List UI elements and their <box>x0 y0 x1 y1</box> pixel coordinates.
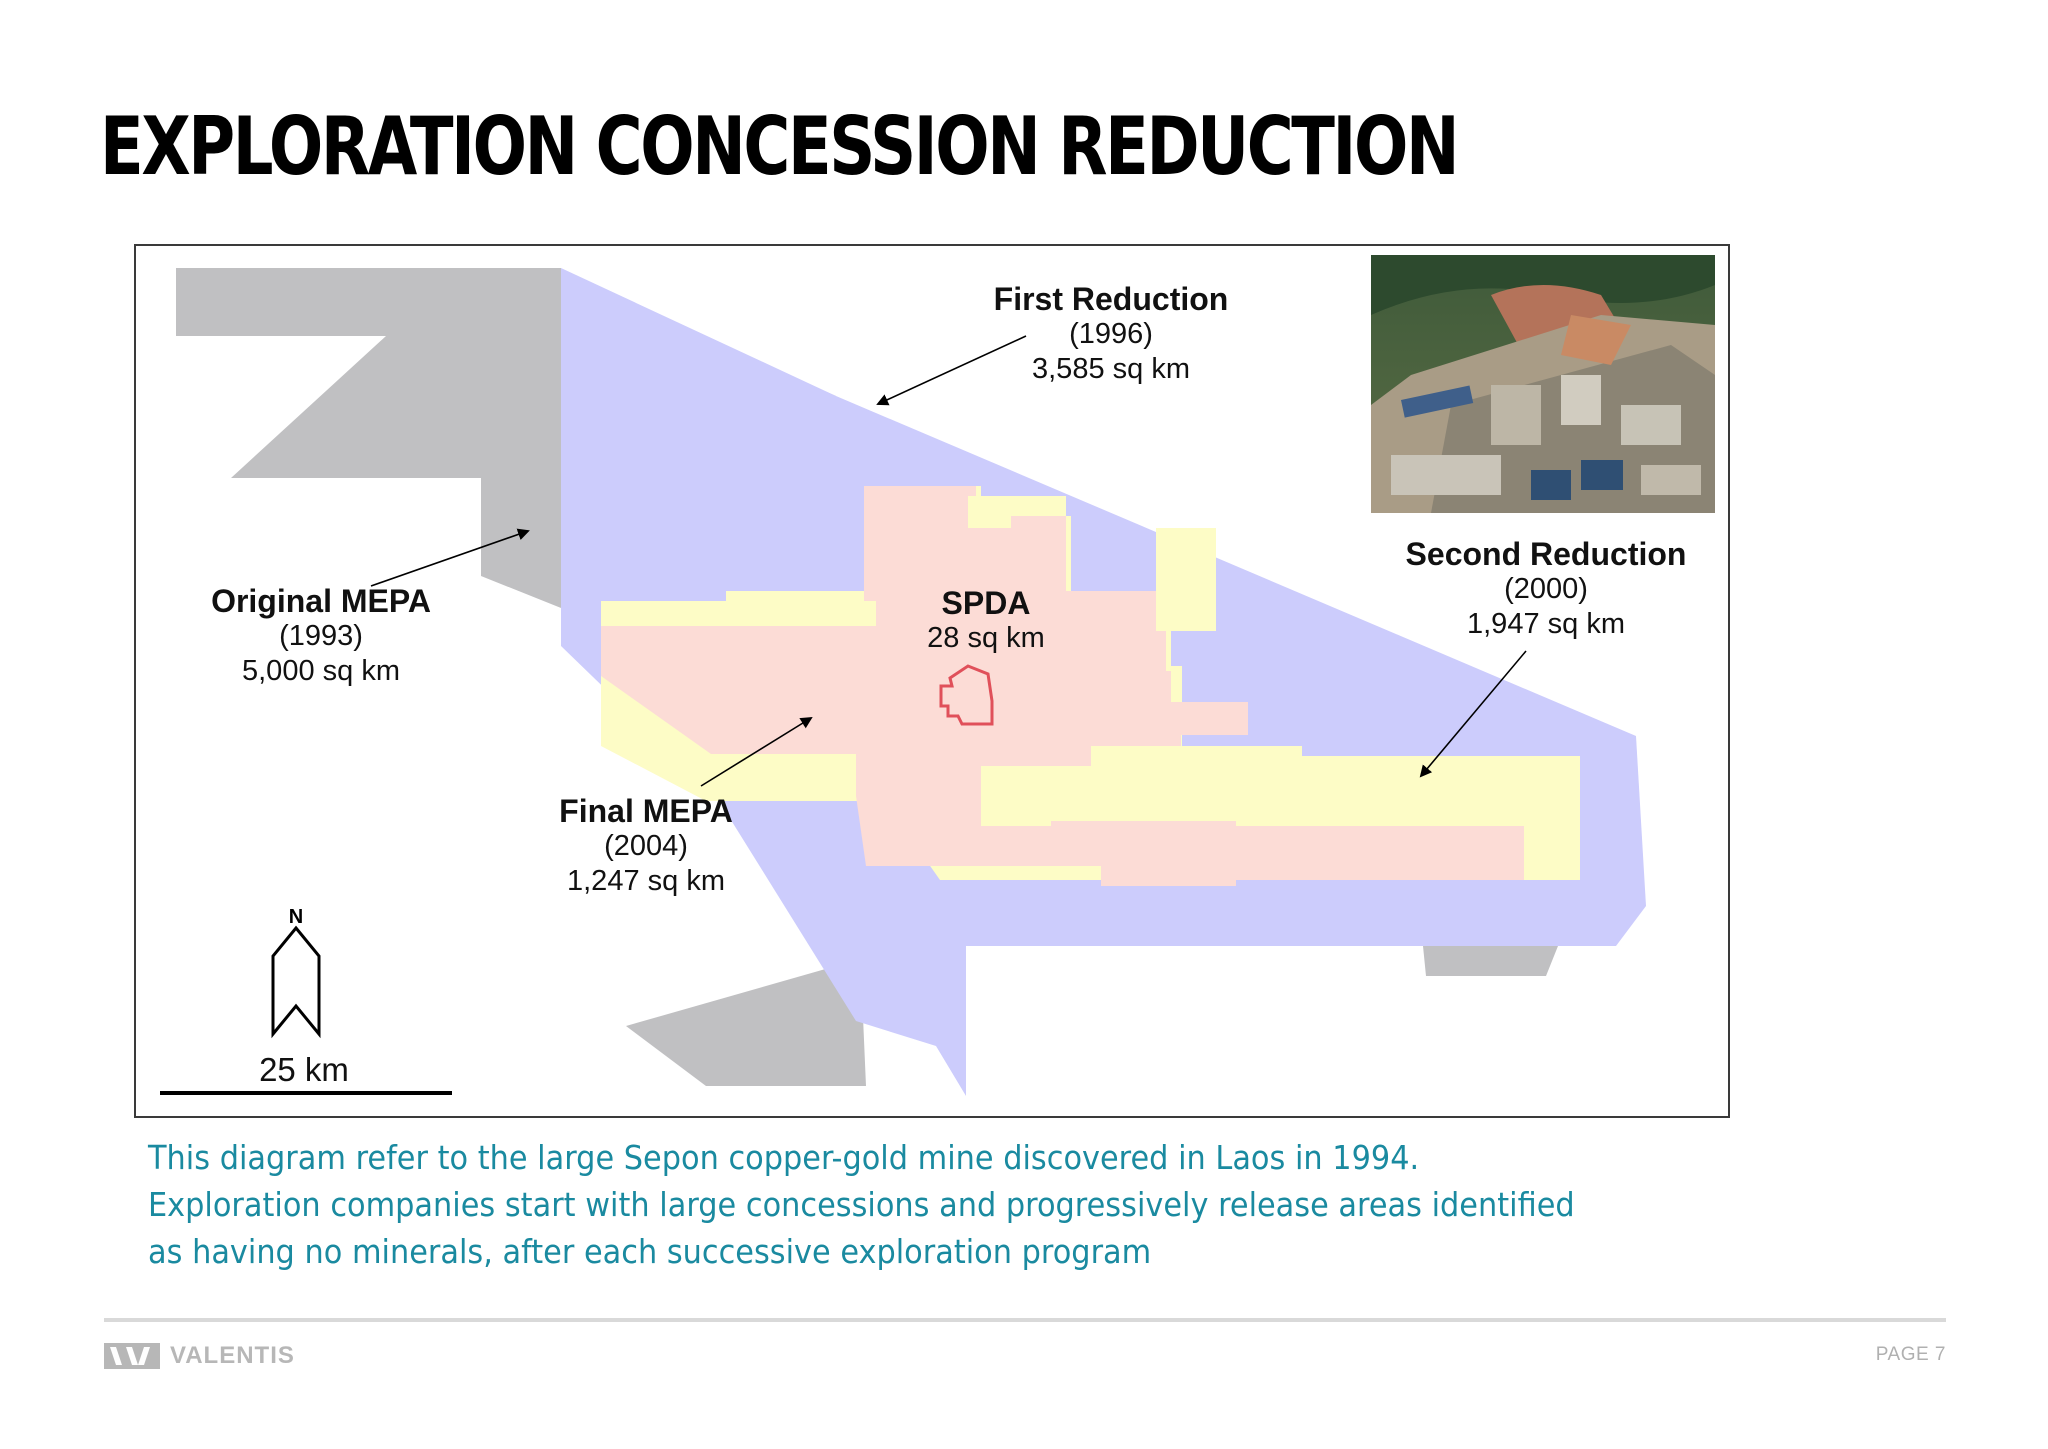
first-reduction-label: First Reduction (1996) 3,585 sq km <box>986 282 1236 387</box>
spda-outline <box>939 664 994 726</box>
first-reduction-year: (1996) <box>1069 318 1153 350</box>
first-reduction-arrow <box>876 335 1027 406</box>
second-reduction-arrow <box>1419 650 1527 778</box>
final-mepa-area-b <box>1186 826 1524 880</box>
valentis-logo-icon <box>104 1343 160 1369</box>
second-reduction-year: (2000) <box>1504 573 1588 605</box>
page-title: EXPLORATION CONCESSION REDUCTION <box>100 100 1460 193</box>
north-arrow-icon <box>271 925 321 1039</box>
map-drawing: N 25 km <box>160 268 1646 1096</box>
page-number: PAGE 7 <box>1875 1344 1946 1365</box>
second-reduction-patch <box>1156 528 1216 631</box>
first-reduction-title: First Reduction <box>993 281 1229 317</box>
final-mepa-area <box>601 486 1248 886</box>
original-mepa-label: Original MEPA (1993) 5,000 sq km <box>171 584 471 689</box>
concession-map: N 25 km <box>134 244 1730 1118</box>
second-reduction-title: Second Reduction <box>1405 536 1687 572</box>
original-mepa-year: (1993) <box>279 620 363 652</box>
spda-title: SPDA <box>941 585 1031 621</box>
final-mepa-title: Final MEPA <box>559 793 733 829</box>
original-mepa-area-text: 5,000 sq km <box>242 655 400 687</box>
valentis-logo: VALENTIS <box>104 1342 295 1370</box>
second-reduction-patch <box>968 496 1066 528</box>
final-mepa-area-text: 1,247 sq km <box>567 865 725 897</box>
second-reduction-patch <box>601 601 876 626</box>
brand-name: VALENTIS <box>170 1342 295 1369</box>
final-mepa-arrow <box>700 716 813 787</box>
footer-divider <box>104 1318 1946 1322</box>
final-mepa-label: Final MEPA (2004) 1,247 sq km <box>521 794 771 899</box>
original-mepa-arrow <box>370 528 530 587</box>
mine-site-photo <box>1371 255 1715 513</box>
first-reduction-area-text: 3,585 sq km <box>1032 353 1190 385</box>
scale-label: 25 km <box>259 1051 349 1088</box>
map-caption: This diagram refer to the large Sepon co… <box>148 1138 1575 1271</box>
final-mepa-year: (2004) <box>604 830 688 862</box>
north-label: N <box>289 906 303 928</box>
original-mepa-title: Original MEPA <box>211 583 431 619</box>
spda-area-text: 28 sq km <box>927 622 1045 654</box>
spda-label: SPDA 28 sq km <box>896 586 1076 656</box>
second-reduction-area-text: 1,947 sq km <box>1467 608 1625 640</box>
second-reduction-label: Second Reduction (2000) 1,947 sq km <box>1376 537 1716 642</box>
